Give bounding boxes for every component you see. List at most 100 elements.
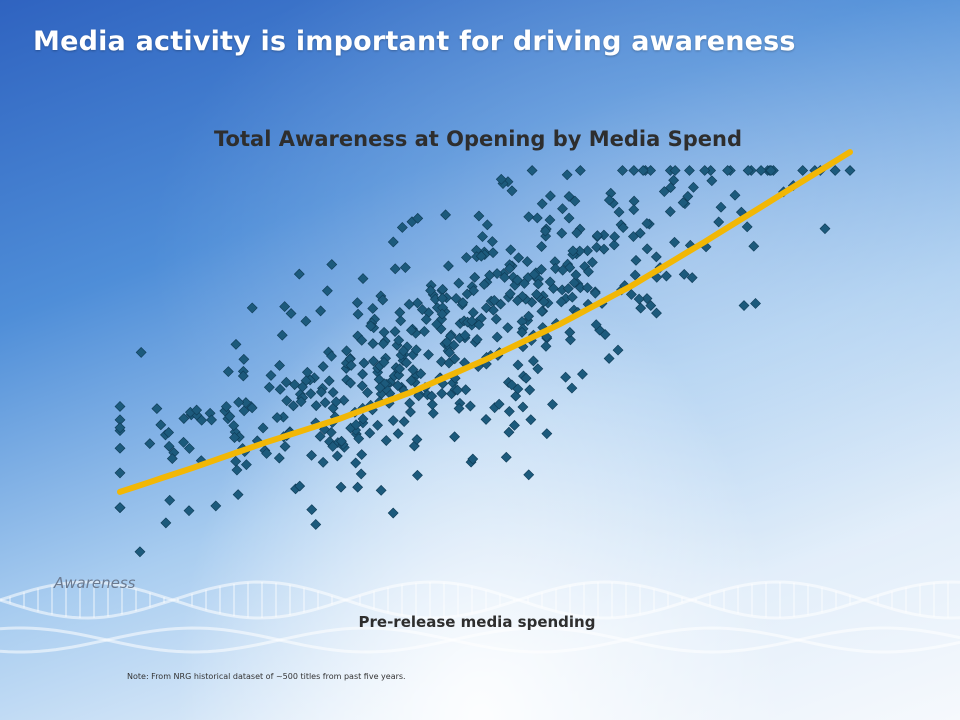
scatter-point (453, 277, 465, 289)
scatter-point (523, 469, 535, 481)
scatter-point (166, 453, 178, 465)
scatter-point (706, 175, 718, 187)
scatter-point (305, 388, 317, 400)
scatter-point (574, 165, 586, 176)
scatter-point (389, 326, 401, 337)
scatter-point (678, 268, 690, 280)
scatter-point (829, 165, 841, 176)
scatter-point (380, 435, 392, 446)
scatter-point (550, 263, 561, 274)
scatter-point (151, 403, 163, 415)
scatter-point (287, 400, 299, 412)
scatter-point (612, 344, 624, 356)
scatter-point (114, 422, 126, 434)
scatter-point (178, 413, 190, 424)
scatter-point (715, 201, 727, 213)
scatter-point (449, 431, 460, 443)
scatter-point (544, 190, 556, 202)
y-axis-label: Awareness (53, 574, 136, 592)
scatter-point (544, 214, 556, 226)
scatter-point (630, 254, 642, 266)
scatter-point (490, 313, 502, 325)
scatter-point (491, 268, 503, 279)
scatter-point (310, 400, 322, 412)
scatter-point (114, 467, 126, 479)
scatter-point (591, 241, 603, 253)
scatter-point (457, 297, 469, 309)
scatter-point (335, 481, 347, 493)
scatter-point (368, 355, 379, 367)
scatter-point (274, 360, 285, 371)
scatter-point (603, 194, 615, 206)
helix-strand (0, 580, 960, 620)
scatter-point (555, 296, 567, 308)
scatter-point (321, 285, 333, 297)
scatter-point (540, 340, 552, 352)
scatter-point (583, 266, 594, 278)
scatter-point (443, 347, 455, 359)
scatter-point (486, 236, 498, 247)
scatter-point (481, 219, 493, 231)
scatter-point (568, 277, 580, 289)
scatter-point (331, 450, 343, 462)
scatter-point (155, 419, 167, 431)
scatter-point (493, 398, 505, 410)
scatter-point (589, 287, 601, 299)
scatter-point (475, 250, 487, 262)
scatter-point (114, 442, 126, 454)
scatter-point (713, 216, 725, 228)
scatter-point (613, 206, 625, 218)
scatter-point (261, 448, 273, 459)
scatter-point (404, 397, 416, 409)
scatter-point (617, 165, 628, 176)
scatter-point (279, 301, 291, 313)
scatter-point (523, 310, 535, 322)
scatter-point (367, 303, 379, 314)
scatter-point (229, 432, 240, 444)
scatter-point (327, 386, 339, 398)
scatter-point (487, 247, 499, 259)
scatter-point (566, 382, 578, 394)
scatter-point (183, 505, 195, 517)
scatter-point (478, 279, 490, 290)
scatter-point (378, 357, 390, 368)
scatter-point (512, 383, 524, 395)
scatter-point (628, 204, 640, 216)
scatter-point (635, 302, 647, 314)
scatter-point (669, 236, 680, 248)
scatter-point (564, 334, 576, 346)
scatter-point (633, 293, 645, 305)
scatter-point (257, 422, 269, 434)
scatter-point (645, 300, 657, 312)
scatter-point (357, 413, 369, 425)
scatter-point (326, 350, 337, 362)
scatter-point (484, 269, 495, 281)
scatter-point (755, 165, 767, 176)
scatter-point (237, 370, 249, 382)
scatter-point (625, 289, 637, 300)
scatter-point (669, 165, 681, 176)
x-axis-label: Pre-release media spending (359, 613, 596, 631)
scatter-point (557, 203, 568, 215)
scatter-point (350, 419, 362, 431)
scatter-point (231, 464, 243, 476)
scatter-point (590, 319, 602, 331)
scatter-point (114, 502, 126, 513)
scatter-point (641, 218, 653, 229)
scatter-point (436, 292, 448, 304)
scatter-point (436, 388, 448, 399)
scatter-point (246, 402, 258, 414)
scatter-point (628, 165, 640, 176)
scatter-point (461, 288, 473, 300)
scatter-point (246, 302, 258, 314)
scatter-point (426, 399, 438, 410)
scatter-point (412, 212, 424, 224)
scatter-point (452, 384, 463, 396)
scatter-point (571, 227, 583, 239)
scatter-point (265, 370, 277, 381)
scatter-point (502, 322, 514, 334)
scatter-point (319, 397, 331, 409)
scatter-point (570, 269, 582, 281)
scatter-point (536, 198, 548, 210)
scatter-point (163, 440, 175, 452)
